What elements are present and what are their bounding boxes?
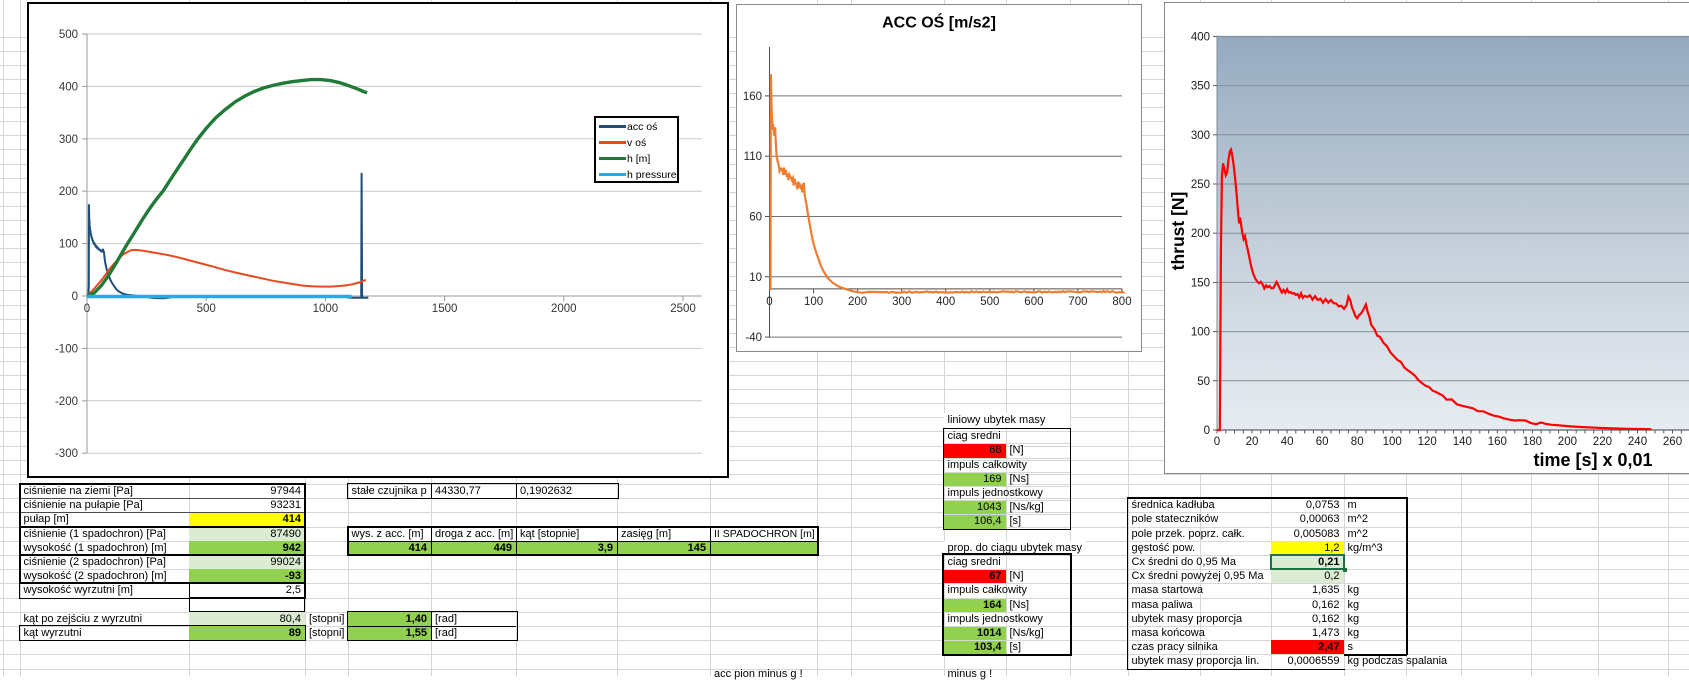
svg-text:1000: 1000: [313, 303, 339, 315]
svg-text:800: 800: [1112, 296, 1131, 308]
svg-text:ACC OŚ [m/s2]: ACC OŚ [m/s2]: [882, 13, 996, 32]
svg-text:v oś: v oś: [627, 137, 646, 149]
svg-text:100: 100: [59, 239, 78, 251]
svg-text:-40: -40: [745, 332, 762, 344]
svg-text:400: 400: [1191, 31, 1210, 43]
svg-text:500: 500: [197, 303, 216, 315]
svg-text:400: 400: [59, 81, 78, 93]
svg-text:500: 500: [980, 296, 999, 308]
svg-text:110: 110: [744, 151, 762, 163]
svg-text:60: 60: [1316, 436, 1329, 448]
svg-text:thrust [N]: thrust [N]: [1168, 192, 1188, 271]
svg-text:1500: 1500: [432, 303, 458, 315]
svg-text:200: 200: [59, 186, 78, 198]
svg-text:250: 250: [1191, 179, 1210, 191]
svg-text:h [m]: h [m]: [627, 153, 650, 165]
svg-text:200: 200: [848, 296, 867, 308]
svg-text:260: 260: [1663, 436, 1682, 448]
svg-text:100: 100: [804, 296, 823, 308]
svg-text:400: 400: [936, 296, 955, 308]
svg-text:120: 120: [1418, 436, 1437, 448]
svg-text:0: 0: [84, 303, 90, 315]
svg-text:160: 160: [1488, 436, 1507, 448]
svg-text:140: 140: [1453, 436, 1472, 448]
svg-text:200: 200: [1558, 436, 1577, 448]
svg-text:0: 0: [1204, 425, 1210, 437]
svg-text:100: 100: [1191, 327, 1210, 339]
svg-text:80: 80: [1351, 436, 1364, 448]
svg-text:600: 600: [1024, 296, 1043, 308]
svg-text:60: 60: [749, 212, 762, 224]
svg-text:100: 100: [1383, 436, 1402, 448]
svg-text:180: 180: [1523, 436, 1542, 448]
svg-text:350: 350: [1191, 81, 1210, 93]
svg-text:50: 50: [1197, 376, 1210, 388]
svg-text:0: 0: [766, 296, 772, 308]
svg-text:time [s] x 0,01: time [s] x 0,01: [1533, 450, 1652, 470]
svg-text:240: 240: [1628, 436, 1647, 448]
svg-text:-300: -300: [55, 448, 78, 460]
svg-text:700: 700: [1068, 296, 1087, 308]
svg-text:500: 500: [59, 29, 78, 41]
svg-text:-200: -200: [55, 396, 78, 408]
svg-text:0: 0: [1214, 436, 1220, 448]
svg-text:20: 20: [1246, 436, 1259, 448]
svg-text:10: 10: [749, 272, 762, 284]
svg-text:160: 160: [743, 91, 762, 103]
svg-text:200: 200: [1191, 228, 1210, 240]
svg-text:0: 0: [72, 291, 78, 303]
svg-text:150: 150: [1191, 277, 1210, 289]
svg-text:220: 220: [1593, 436, 1612, 448]
svg-text:2000: 2000: [551, 303, 577, 315]
svg-text:acc oś: acc oś: [627, 121, 657, 133]
svg-text:40: 40: [1281, 436, 1294, 448]
svg-text:2500: 2500: [670, 303, 696, 315]
svg-text:300: 300: [892, 296, 911, 308]
svg-text:h pressure: h pressure: [627, 169, 677, 181]
svg-text:-100: -100: [55, 343, 78, 355]
svg-text:300: 300: [59, 134, 78, 146]
svg-text:300: 300: [1191, 130, 1210, 142]
